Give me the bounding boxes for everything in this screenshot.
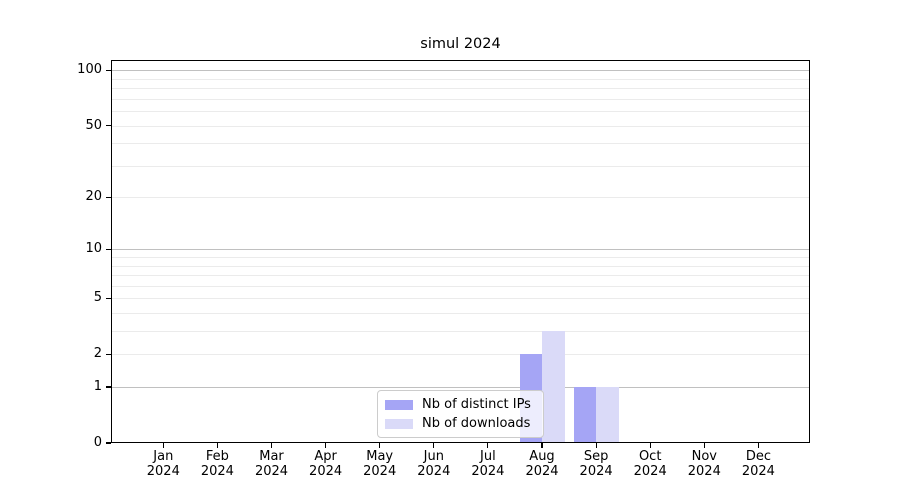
x-tick-mark bbox=[757, 443, 759, 448]
legend: Nb of distinct IPs Nb of downloads bbox=[377, 390, 544, 438]
minor-gridline bbox=[111, 197, 810, 199]
minor-gridline bbox=[111, 354, 810, 356]
bar-nb-of-distinct-ips-sep bbox=[573, 387, 597, 443]
legend-label-downloads: Nb of downloads bbox=[422, 416, 531, 431]
x-tick-label: Jan 2024 bbox=[136, 449, 190, 479]
y-tick-label: 100 bbox=[77, 62, 102, 78]
x-tick-year: 2024 bbox=[146, 464, 180, 479]
x-tick-label: Aug 2024 bbox=[515, 449, 569, 479]
y-tick-mark bbox=[106, 442, 111, 444]
y-tick-label: 50 bbox=[85, 117, 102, 133]
x-tick-year: 2024 bbox=[741, 464, 775, 479]
x-tick-year: 2024 bbox=[687, 464, 721, 479]
major-gridline bbox=[111, 249, 810, 251]
x-tick-label: Jul 2024 bbox=[461, 449, 515, 479]
y-tick-mark bbox=[106, 69, 111, 72]
y-tick-mark bbox=[106, 196, 111, 198]
y-tick-label: 10 bbox=[85, 241, 102, 257]
legend-item-downloads: Nb of downloads bbox=[385, 416, 543, 431]
y-tick-label: 2 bbox=[93, 346, 102, 362]
y-tick-mark bbox=[106, 125, 111, 127]
minor-gridline bbox=[111, 265, 810, 267]
minor-gridline bbox=[111, 331, 810, 333]
x-tick-label: Feb 2024 bbox=[190, 449, 244, 479]
x-tick-year: 2024 bbox=[471, 464, 505, 479]
minor-gridline bbox=[111, 285, 810, 287]
legend-item-distinct-ips: Nb of distinct IPs bbox=[385, 397, 543, 412]
bar-nb-of-downloads-aug bbox=[542, 331, 565, 443]
minor-gridline bbox=[111, 143, 810, 145]
x-tick-mark bbox=[541, 443, 543, 448]
x-tick-mark bbox=[703, 443, 705, 448]
x-tick-mark bbox=[325, 443, 327, 448]
x-tick-mark bbox=[487, 443, 489, 448]
x-tick-mark bbox=[649, 443, 651, 448]
x-tick-year: 2024 bbox=[525, 464, 559, 479]
minor-gridline bbox=[111, 111, 810, 113]
x-tick-mark bbox=[379, 443, 381, 448]
x-tick-mark bbox=[162, 443, 164, 448]
x-tick-mark bbox=[433, 443, 435, 448]
major-gridline bbox=[111, 387, 810, 389]
y-tick-mark bbox=[106, 353, 111, 355]
y-tick-mark bbox=[106, 297, 111, 299]
minor-gridline bbox=[111, 78, 810, 80]
y-tick-mark bbox=[106, 386, 111, 388]
y-tick-mark bbox=[106, 248, 111, 251]
x-tick-year: 2024 bbox=[579, 464, 613, 479]
y-tick-label: 20 bbox=[85, 189, 102, 205]
y-tick-label: 5 bbox=[93, 290, 102, 306]
minor-gridline bbox=[111, 275, 810, 277]
minor-gridline bbox=[111, 98, 810, 100]
chart-title: simul 2024 bbox=[420, 36, 501, 52]
x-tick-year: 2024 bbox=[309, 464, 343, 479]
minor-gridline bbox=[111, 125, 810, 127]
x-tick-mark bbox=[270, 443, 273, 448]
x-tick-year: 2024 bbox=[417, 464, 451, 479]
plot-frame bbox=[111, 60, 810, 443]
minor-gridline bbox=[111, 298, 810, 300]
x-tick-mark bbox=[595, 443, 597, 448]
x-tick-year: 2024 bbox=[254, 464, 289, 479]
bar-nb-of-downloads-sep bbox=[596, 387, 619, 443]
legend-swatch-distinct-ips bbox=[385, 399, 413, 410]
legend-label-distinct-ips: Nb of distinct IPs bbox=[422, 397, 531, 412]
x-tick-label: Oct 2024 bbox=[623, 449, 677, 479]
x-tick-year: 2024 bbox=[363, 464, 397, 479]
x-tick-label: Dec 2024 bbox=[731, 449, 785, 479]
x-tick-year: 2024 bbox=[200, 464, 234, 479]
legend-swatch-downloads bbox=[385, 418, 413, 429]
x-tick-label: Nov 2024 bbox=[677, 449, 731, 479]
x-tick-label: Jun 2024 bbox=[407, 449, 461, 479]
y-tick-label: 1 bbox=[93, 379, 102, 395]
x-tick-label: Apr 2024 bbox=[299, 449, 353, 479]
x-tick-label: Sep 2024 bbox=[569, 449, 623, 479]
x-tick-label: May 2024 bbox=[353, 449, 407, 479]
minor-gridline bbox=[111, 313, 810, 315]
minor-gridline bbox=[111, 88, 810, 90]
minor-gridline bbox=[111, 165, 810, 167]
x-tick-mark bbox=[216, 443, 218, 448]
x-tick-label: Mar 2024 bbox=[245, 449, 299, 479]
major-gridline bbox=[111, 70, 810, 72]
x-tick-year: 2024 bbox=[633, 464, 667, 479]
minor-gridline bbox=[111, 257, 810, 259]
y-tick-label: 0 bbox=[93, 435, 102, 450]
